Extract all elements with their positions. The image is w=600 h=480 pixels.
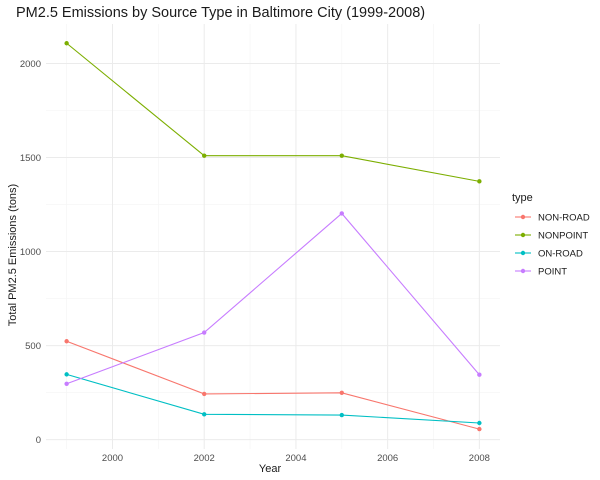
series-nonpoint xyxy=(64,41,482,184)
plot-series xyxy=(64,41,482,432)
legend-label: NON-ROAD xyxy=(538,213,590,224)
series-line xyxy=(66,373,480,424)
data-point xyxy=(202,391,207,397)
data-point xyxy=(64,381,69,386)
series-line xyxy=(66,212,480,385)
legend-label: POINT xyxy=(538,267,567,278)
x-axis-ticks: 2000 2002 2004 2006 2008 xyxy=(102,453,490,464)
data-point xyxy=(339,211,344,216)
legend-label: NONPOINT xyxy=(538,231,588,242)
y-tick-label: 2000 xyxy=(20,59,41,70)
data-point xyxy=(477,179,482,184)
series-point xyxy=(64,211,482,386)
x-axis-label: Year xyxy=(259,463,282,475)
series-non-road xyxy=(64,339,482,432)
x-tick-label: 2004 xyxy=(285,453,306,464)
legend-key-point xyxy=(520,250,526,256)
legend-key-point xyxy=(520,268,526,274)
grid xyxy=(46,24,500,449)
series-line xyxy=(66,340,480,430)
x-tick-label: 2002 xyxy=(194,453,215,464)
data-point xyxy=(202,330,207,335)
data-point xyxy=(202,412,207,417)
x-tick-label: 2006 xyxy=(377,453,398,464)
x-tick-label: 2008 xyxy=(469,453,490,464)
chart-title: PM2.5 Emissions by Source Type in Baltim… xyxy=(16,5,425,21)
y-axis-ticks: 0 500 1000 1500 2000 xyxy=(20,59,41,446)
series-on-road xyxy=(64,372,482,426)
y-tick-label: 1500 xyxy=(20,153,41,164)
legend-label: ON-ROAD xyxy=(538,249,583,260)
legend-item: ON-ROAD xyxy=(515,249,583,260)
data-point xyxy=(202,153,207,158)
legend-item: POINT xyxy=(515,267,567,278)
data-point xyxy=(339,153,344,158)
data-point xyxy=(64,41,69,46)
x-tick-label: 2000 xyxy=(102,453,123,464)
data-point xyxy=(477,420,482,426)
data-point xyxy=(339,390,344,395)
legend-key-point xyxy=(520,232,526,238)
legend-item: NONPOINT xyxy=(515,231,588,242)
y-tick-label: 0 xyxy=(36,435,41,446)
legend-title: type xyxy=(512,192,533,204)
data-point xyxy=(339,412,344,418)
y-tick-label: 500 xyxy=(25,341,41,352)
y-axis-label: Total PM2.5 Emissions (tons) xyxy=(7,184,19,326)
legend-item: NON-ROAD xyxy=(515,213,590,224)
data-point xyxy=(64,372,69,377)
data-point xyxy=(477,426,482,432)
data-point xyxy=(477,372,482,377)
legend: type NON-ROAD NONPOINT ON-ROAD POINT xyxy=(512,192,590,278)
data-point xyxy=(64,339,69,344)
legend-key-point xyxy=(520,214,526,220)
y-tick-label: 1000 xyxy=(20,247,41,258)
series-line xyxy=(66,42,480,182)
